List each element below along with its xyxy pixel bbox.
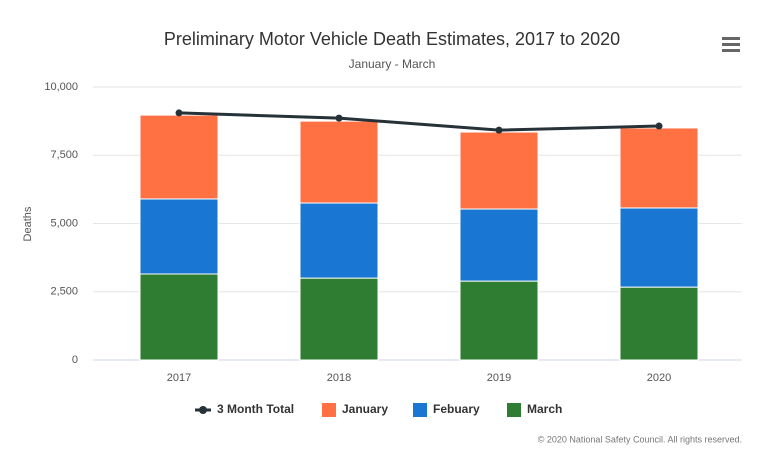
legend-dot xyxy=(199,406,207,414)
bar-segment xyxy=(619,127,699,209)
chart-title: Preliminary Motor Vehicle Death Estimate… xyxy=(164,29,620,49)
x-tick-label: 2018 xyxy=(327,372,351,384)
bar-segment xyxy=(299,120,379,204)
total-point xyxy=(175,109,183,117)
legend-label: January xyxy=(342,402,388,416)
chart-subtitle: January - March xyxy=(349,57,436,71)
legend-swatch xyxy=(413,403,427,417)
bar-segment xyxy=(139,114,219,200)
bar-segment xyxy=(139,273,219,361)
bar-segment xyxy=(139,198,219,275)
bar-segment xyxy=(619,207,699,288)
bar-segment xyxy=(459,131,539,210)
legend-label: March xyxy=(527,402,562,416)
menu-bar xyxy=(722,49,740,52)
bar-segment xyxy=(459,280,539,361)
y-tick-label: 2,500 xyxy=(50,286,78,298)
y-tick-label: 0 xyxy=(72,354,78,366)
legend-swatch xyxy=(322,403,336,417)
menu-button[interactable] xyxy=(722,37,740,52)
total-line xyxy=(178,111,660,132)
bar-segment xyxy=(459,208,539,282)
y-tick-label: 10,000 xyxy=(44,81,78,93)
y-tick-label: 5,000 xyxy=(50,217,78,229)
legend-label: 3 Month Total xyxy=(217,402,294,416)
menu-bar xyxy=(722,43,740,46)
x-tick-label: 2020 xyxy=(647,372,671,384)
total-point xyxy=(495,126,503,134)
y-tick-label: 7,500 xyxy=(50,149,78,161)
y-axis-label: Deaths xyxy=(22,206,34,241)
total-point xyxy=(335,114,343,122)
credits: © 2020 National Safety Council. All righ… xyxy=(538,434,742,444)
x-tick-label: 2017 xyxy=(167,372,191,384)
total-point xyxy=(655,122,663,130)
legend-swatch xyxy=(507,403,521,417)
x-tick-label: 2019 xyxy=(487,372,511,384)
bar-segment xyxy=(299,277,379,361)
menu-bar xyxy=(722,37,740,40)
bar-segment xyxy=(299,202,379,279)
bar-segment xyxy=(619,286,699,361)
legend-label: Febuary xyxy=(433,402,480,416)
